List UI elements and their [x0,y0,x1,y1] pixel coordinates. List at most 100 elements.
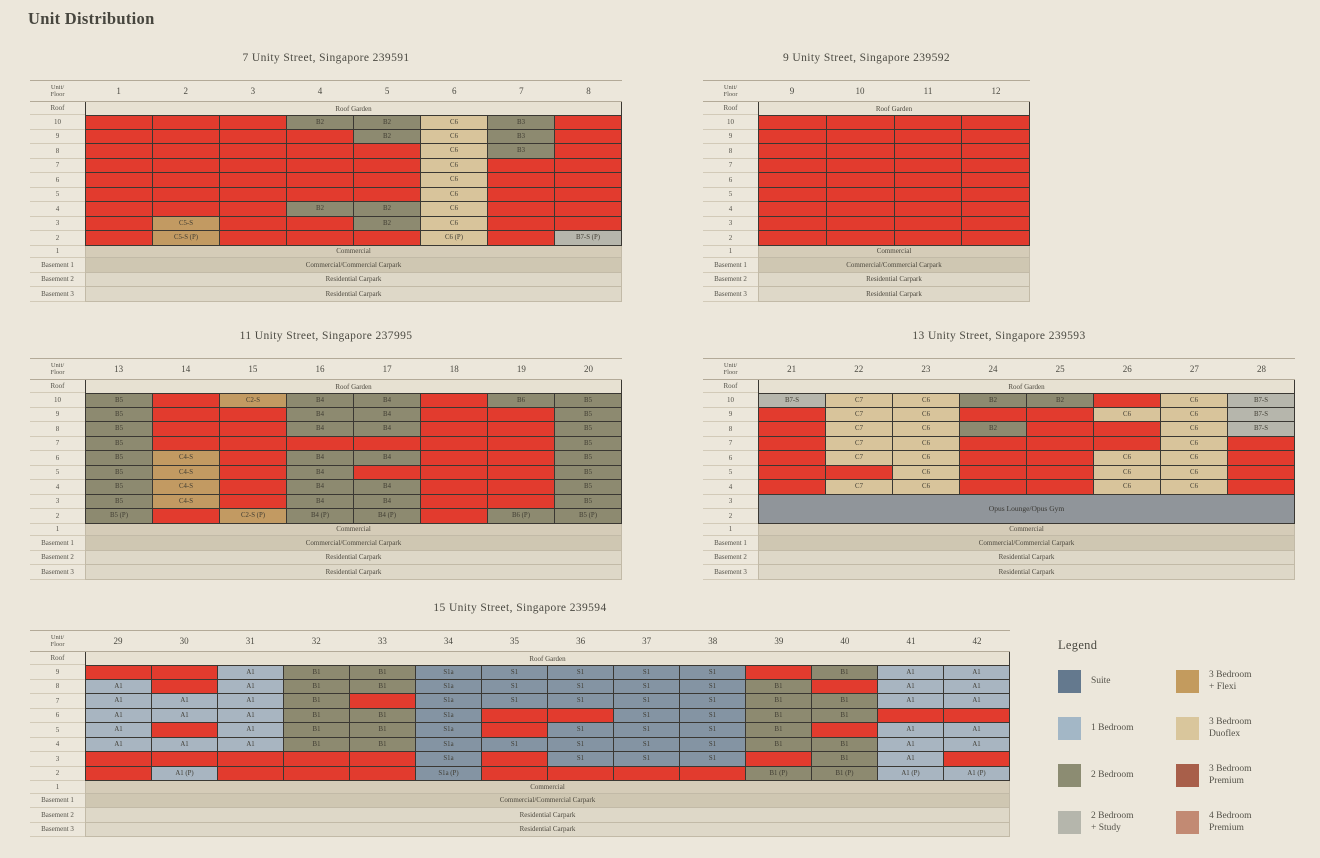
unit-cell-sold [287,173,354,188]
unit-row-cells: C5-S B2 C6 [85,216,622,231]
unit-cell: B1 [284,666,350,680]
floor-row: Basement 2 Residential Carpark [703,550,1295,565]
unit-cell-sold [421,494,488,509]
unit-column-header: 23 [921,364,931,374]
unit-cell: B4 [287,494,354,509]
unit-cell-sold [894,158,963,173]
unit-cell-sold [488,231,555,246]
unit-column-header: 4 [317,86,323,96]
legend-swatch [1176,717,1199,740]
unit-column-header: 38 [708,636,718,646]
building-table: 7 Unity Street, Singapore 239591 Unit/Flo… [30,52,622,302]
floor-row: Roof Roof Garden [703,380,1295,393]
floor-label: 9 [30,665,85,680]
unit-cell: A1 [944,666,1010,680]
unit-column-header: 18 [449,364,459,374]
unit-cell: C7 [826,451,893,466]
unit-cell-sold [826,465,893,480]
floor-row: 10 [703,115,1030,130]
unit-cell: B5 [86,451,153,466]
unit-column-header: 9 [789,86,795,96]
unit-cell: B4 [287,465,354,480]
unit-cell: C6 [1094,451,1161,466]
unit-cell-sold [86,129,153,144]
unit-cell-sold [220,187,287,202]
unit-cell: C6 [893,480,960,495]
building-title: 13 Unity Street, Singapore 239593 [912,330,1086,342]
unit-cell-sold [488,407,555,422]
unit-cell-sold [153,173,220,188]
unit-row-cells [758,173,1030,188]
unit-row-cells: B5 C4-S B4 B4 B5 [85,494,622,509]
unit-cell: B2 [287,202,354,217]
unit-column-header: 25 [1055,364,1065,374]
legend-label: 2 Bedroom + Study [1091,811,1134,833]
floor-label: 8 [703,144,758,159]
unit-row-cells: C6 [85,187,622,202]
unit-cell-sold [220,480,287,495]
unit-cell: B1 [284,694,350,709]
unit-cell-sold [680,766,746,781]
unit-cell-sold [152,752,218,767]
unit-cell: B7-S [1228,394,1295,408]
unit-cell: B4 [354,422,421,437]
floor-row: 5 [703,187,1030,202]
unit-column-header: 5 [384,86,390,96]
unit-cell: B1 [350,737,416,752]
floor-label: Basement 3 [703,287,758,302]
unit-cell: B4 [287,407,354,422]
unit-cell: C6 [1094,480,1161,495]
floor-row: Basement 2 Residential Carpark [30,808,1010,823]
floor-row: 2 B5 (P) C2-S (P) B4 (P) B4 (P) B6 (P) B5 (P) [30,509,622,524]
floor-label: 1 [30,524,85,536]
unit-cell: B3 [488,129,555,144]
unit-cell: S1 [614,752,680,767]
unit-cell-sold [220,451,287,466]
unit-cell-sold [482,708,548,723]
floor-row: 8 A1 A1 B1 B1 S1a S1 S1 S1 S1 B1 A1 A1 [30,679,1010,694]
floor-row: 7 C7 C6 C6 [703,436,1295,451]
unit-cell-sold [1027,436,1094,451]
floor-band-carpark_res: Residential Carpark [758,550,1295,565]
unit-cell: S1a [416,752,482,767]
unit-cell: B3 [488,116,555,130]
unit-cell-sold [86,173,153,188]
floor-label: 2 [30,509,85,524]
unit-cell-sold [488,187,555,202]
floor-label: 1 [30,781,85,794]
page-title: Unit Distribution [28,9,155,28]
legend: Legend Suite 3 Bedroom + Flexi 1 Bedroom 3 … [1058,638,1310,834]
unit-cell-sold [220,494,287,509]
unit-cell-sold [354,173,421,188]
unit-column-header: 12 [991,86,1001,96]
floor-row: 8 [703,144,1030,159]
unit-cell-sold [220,144,287,159]
unit-cell-sold [152,679,218,694]
unit-cell-sold [284,766,350,781]
unit-cell: A1 (P) [944,766,1010,781]
unit-row-cells: A1 A1 B1 B1 S1a S1 S1 S1 S1 B1 A1 A1 [85,679,1010,694]
unit-cell-sold [894,187,963,202]
unit-cell-sold [960,407,1027,422]
unit-cell: B1 [746,694,812,709]
unit-row-cells [758,115,1030,130]
unit-cell-sold [350,752,416,767]
unit-cell: A1 [152,737,218,752]
floor-label: 6 [30,451,85,466]
unit-cell: S1a [416,694,482,709]
unit-cell-sold [153,144,220,159]
unit-row-cells [758,129,1030,144]
unit-cell: C6 [1094,407,1161,422]
unit-column-header: 36 [576,636,586,646]
table-header-row: Unit/Floor 29 30 31 32 33 34 35 36 37 38 39 40 41 42 [30,630,1010,652]
unit-cell-sold [220,116,287,130]
unit-cell: C6 [1161,451,1228,466]
unit-cell: C6 [421,158,488,173]
unit-cell-sold [555,173,622,188]
floor-band-roof: Roof Garden [85,380,622,393]
floor-label: 10 [703,393,758,408]
unit-cell-sold [86,116,153,130]
floor-label: 4 [30,480,85,495]
unit-cell-sold [826,158,895,173]
